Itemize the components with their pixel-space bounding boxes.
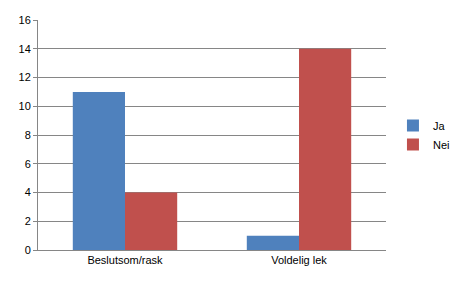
svg-text:Ja: Ja: [433, 120, 446, 132]
svg-text:8: 8: [25, 129, 31, 141]
svg-text:6: 6: [25, 158, 31, 170]
svg-text:Nei: Nei: [433, 139, 450, 151]
svg-text:Beslutsom/rask: Beslutsom/rask: [87, 254, 163, 266]
svg-text:12: 12: [19, 71, 31, 83]
svg-text:Voldelig lek: Voldelig lek: [271, 254, 327, 266]
svg-text:14: 14: [19, 43, 31, 55]
svg-text:10: 10: [19, 100, 31, 112]
svg-text:4: 4: [25, 186, 31, 198]
svg-text:16: 16: [19, 14, 31, 26]
svg-text:2: 2: [25, 215, 31, 227]
svg-text:0: 0: [25, 244, 31, 256]
